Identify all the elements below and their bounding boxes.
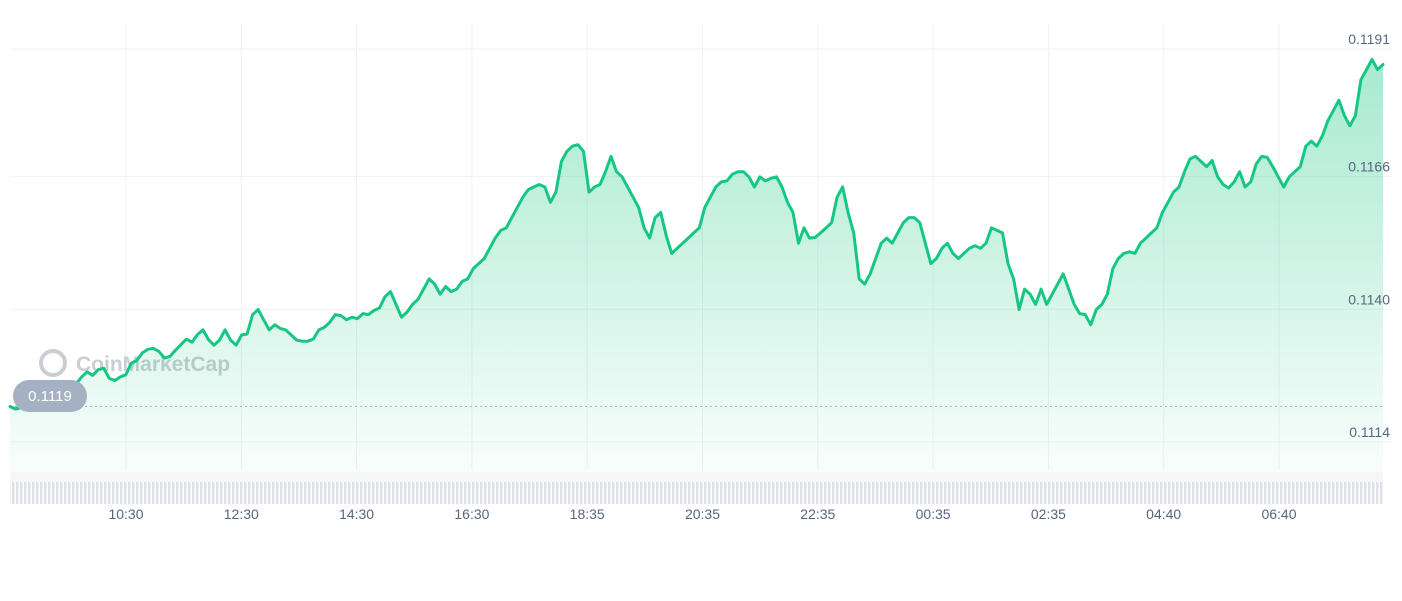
y-tick-label: 0.1140 <box>1348 291 1390 307</box>
y-tick-label: 0.1114 <box>1349 424 1390 440</box>
price-line[interactable] <box>8 57 1385 412</box>
x-tick-label: 02:35 <box>1031 506 1066 522</box>
coinmarketcap-logo-icon <box>39 349 67 377</box>
x-tick-label: 16:30 <box>454 506 489 522</box>
price-area-fill <box>10 59 1383 483</box>
volume-bars <box>10 482 1383 504</box>
y-axis: 0.1114 0.1140 0.1166 0.1191 <box>1348 31 1390 440</box>
y-tick-label: 0.1191 <box>1348 31 1390 47</box>
x-axis: 10:30 12:30 14:30 16:30 18:35 20:35 22:35 00:35… <box>108 506 1296 522</box>
x-tick-label: 06:40 <box>1261 506 1296 522</box>
reference-price-badge: 0.1119 <box>13 380 87 412</box>
x-tick-label: 14:30 <box>339 506 374 522</box>
volume-bars-fade <box>10 472 1383 482</box>
x-tick-label: 22:35 <box>800 506 835 522</box>
x-tick-label: 04:40 <box>1146 506 1181 522</box>
x-tick-label: 20:35 <box>685 506 720 522</box>
y-tick-label: 0.1166 <box>1348 159 1390 175</box>
x-tick-label: 12:30 <box>224 506 259 522</box>
reference-price-label: 0.1119 <box>28 388 72 405</box>
x-tick-label: 18:35 <box>570 506 605 522</box>
x-tick-label: 00:35 <box>916 506 951 522</box>
x-tick-label: 10:30 <box>108 506 143 522</box>
